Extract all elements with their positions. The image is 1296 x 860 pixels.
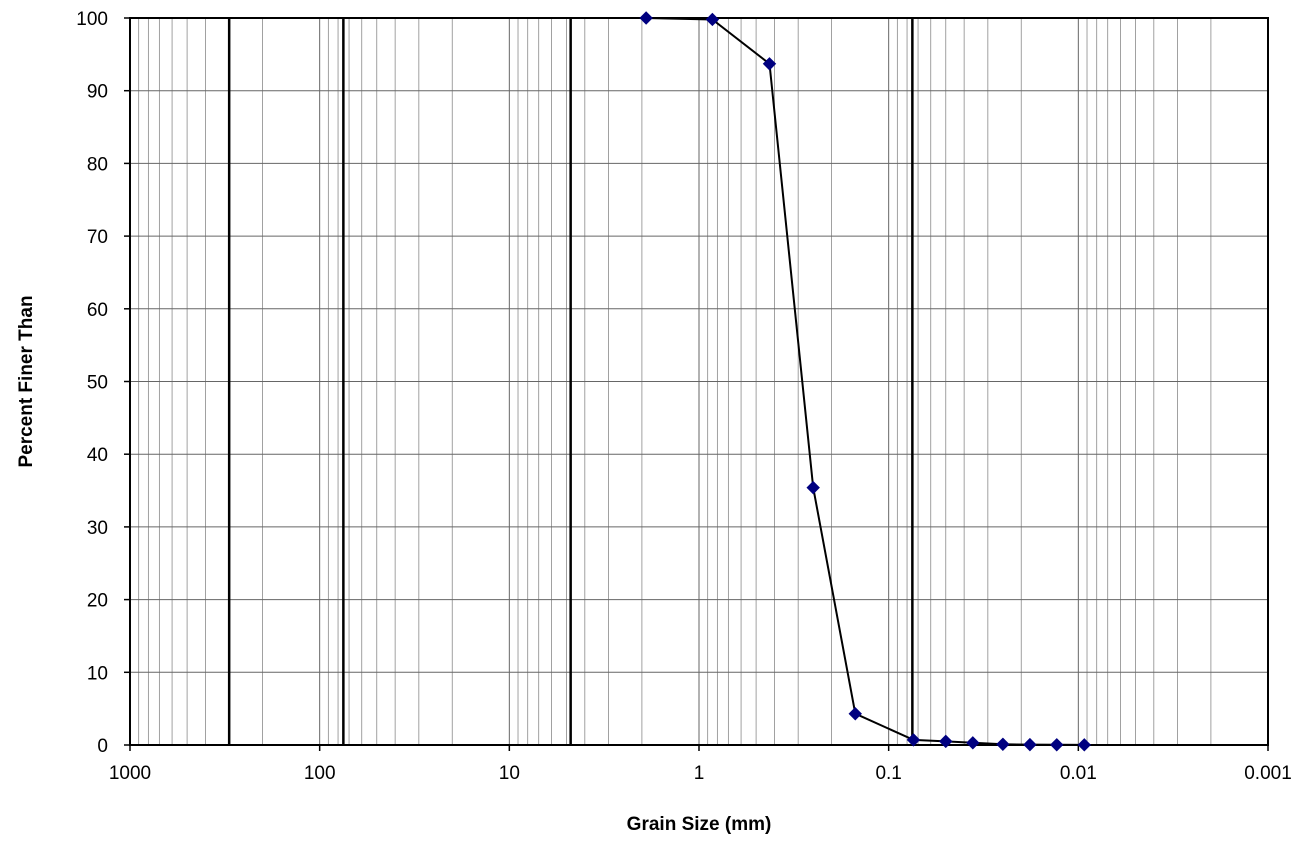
y-tick-label: 60 (87, 300, 108, 321)
x-tick-label: 10 (499, 763, 520, 784)
reference-lines (227, 18, 914, 745)
major-grid (129, 17, 1269, 746)
x-tick-labels: 1000 100 10 1 0.1 0.01 0.001 (109, 745, 1292, 784)
data-point (939, 734, 953, 749)
data-point (1023, 737, 1037, 752)
data-point (806, 480, 820, 495)
x-tick-label: 0.1 (875, 763, 901, 784)
series-points (639, 11, 1092, 752)
y-tick-label: 70 (87, 227, 108, 248)
x-tick-label: 100 (304, 763, 336, 784)
y-tick-label: 50 (87, 373, 108, 394)
y-tick-label: 30 (87, 518, 108, 539)
y-tick-label: 80 (87, 154, 108, 175)
x-tick-label: 0.01 (1060, 763, 1097, 784)
y-tick-label: 90 (87, 82, 108, 103)
data-point (906, 733, 921, 747)
y-tick-label: 20 (87, 591, 108, 612)
y-tick-label: 10 (87, 663, 108, 684)
y-tick-label: 100 (76, 9, 108, 30)
x-tick-label: 0.001 (1244, 763, 1292, 784)
data-point (705, 12, 720, 27)
data-point (762, 57, 777, 71)
data-point (996, 737, 1010, 751)
x-tick-label: 1 (694, 763, 705, 784)
x-tick-label: 1000 (109, 763, 151, 784)
y-tick-label: 40 (87, 445, 108, 466)
y-axis-title: Percent Finer Than (16, 295, 37, 467)
y-tick-labels: 0 10 20 30 40 50 60 70 80 90 100 (76, 9, 130, 757)
data-point (848, 707, 862, 721)
x-axis-title: Grain Size (mm) (627, 814, 772, 835)
data-point (639, 11, 653, 25)
y-tick-label: 0 (97, 736, 108, 757)
data-point (1050, 738, 1064, 752)
data-point (1077, 738, 1092, 752)
data-point (966, 736, 980, 750)
